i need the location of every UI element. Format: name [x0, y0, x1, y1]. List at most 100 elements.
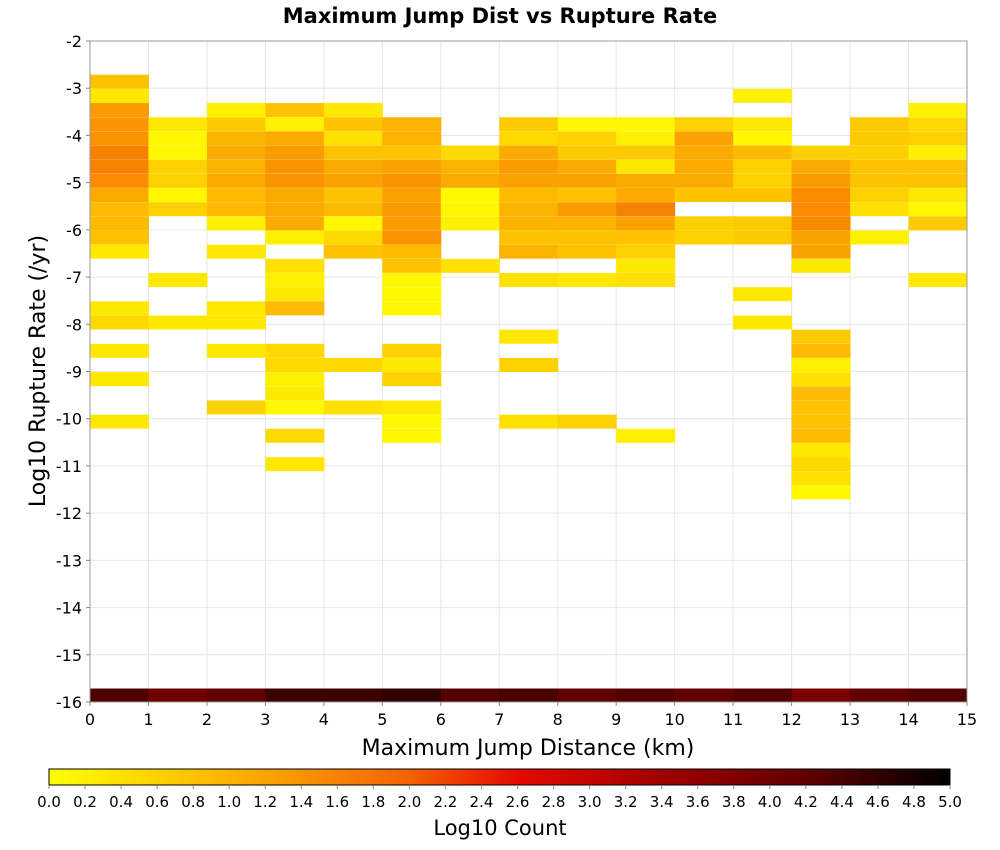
heatmap-cell — [674, 230, 734, 245]
y-tick-label: -7 — [66, 268, 82, 287]
heatmap-cell — [791, 428, 851, 443]
heatmap-cell — [265, 343, 325, 358]
heatmap-cell — [148, 173, 208, 188]
heatmap-cell — [557, 173, 617, 188]
heatmap-cell — [674, 117, 734, 132]
heatmap-cell — [616, 117, 676, 132]
heatmap-cell — [323, 230, 383, 245]
heatmap-cell — [557, 216, 617, 231]
heatmap-cell — [148, 202, 208, 217]
heatmap-cell — [90, 216, 149, 231]
heatmap-cell — [616, 173, 676, 188]
heatmap-cell — [557, 145, 617, 160]
heatmap-cell — [265, 400, 325, 415]
heatmap-cell — [791, 372, 851, 387]
heatmap-cell — [323, 145, 383, 160]
heatmap-cell — [908, 159, 968, 174]
heatmap-cell — [90, 88, 149, 103]
heatmap-cell — [323, 202, 383, 217]
heatmap-cell — [616, 688, 676, 703]
colorbar-tick-label: 4.2 — [794, 793, 818, 811]
heatmap-cell — [382, 358, 442, 372]
heatmap-cell — [733, 173, 793, 188]
heatmap-cell — [265, 386, 325, 401]
heatmap-cell — [499, 358, 559, 372]
heatmap-cell — [382, 244, 442, 259]
colorbar-tick-label: 3.8 — [722, 793, 746, 811]
heatmap-cell — [440, 688, 500, 703]
heatmap-cell — [499, 329, 559, 344]
colorbar-tick-label: 1.8 — [361, 793, 385, 811]
heatmap-cell — [499, 202, 559, 217]
heatmap-cell — [90, 244, 149, 259]
heatmap-cell — [382, 117, 442, 132]
colorbar-label: Log10 Count — [433, 816, 566, 840]
heatmap-cell — [382, 173, 442, 188]
heatmap-cell — [499, 414, 559, 429]
heatmap-cell — [674, 173, 734, 188]
heatmap-cell — [148, 131, 208, 146]
heatmap-cell — [382, 273, 442, 288]
x-tick-label: 12 — [781, 710, 801, 729]
heatmap-cell — [791, 244, 851, 259]
heatmap-cell — [791, 457, 851, 472]
colorbar-tick-label: 3.2 — [614, 793, 638, 811]
heatmap-cell — [791, 414, 851, 429]
heatmap-cell — [440, 258, 500, 273]
heatmap-cell — [791, 188, 851, 203]
heatmap-cell — [733, 287, 793, 302]
heatmap-cell — [90, 301, 149, 316]
y-tick-label: -6 — [66, 221, 82, 240]
heatmap-cell — [791, 343, 851, 358]
heatmap-cell — [265, 173, 325, 188]
y-tick-label: -9 — [66, 363, 82, 382]
heatmap-cell — [616, 145, 676, 160]
heatmap-cell — [206, 173, 266, 188]
y-tick-label: -11 — [56, 457, 82, 476]
heatmap-cell — [265, 131, 325, 146]
heatmap-cell — [616, 428, 676, 443]
colorbar-tick-label: 4.6 — [866, 793, 890, 811]
heatmap-cells — [90, 74, 968, 703]
y-tick-label: -12 — [56, 504, 82, 523]
heatmap-cell — [90, 414, 149, 429]
heatmap-cell — [382, 145, 442, 160]
heatmap-cell — [265, 159, 325, 174]
heatmap-cell — [382, 230, 442, 245]
heatmap-cell — [382, 202, 442, 217]
heatmap-cell — [206, 343, 266, 358]
heatmap-cell — [382, 372, 442, 387]
y-tick-label: -8 — [66, 315, 82, 334]
heatmap-cell — [323, 400, 383, 415]
heatmap-cell — [791, 400, 851, 415]
heatmap-cell — [733, 315, 793, 330]
heatmap-cell — [323, 117, 383, 132]
heatmap-cell — [791, 485, 851, 500]
colorbar-tick-label: 2.4 — [470, 793, 494, 811]
heatmap-cell — [791, 159, 851, 174]
heatmap-cell — [265, 103, 325, 118]
heatmap-cell — [791, 258, 851, 273]
y-tick-label: -5 — [66, 174, 82, 193]
heatmap-cell — [557, 117, 617, 132]
heatmap-cell — [90, 230, 149, 245]
colorbar-tick-label: 5.0 — [938, 793, 962, 811]
colorbar-tick-label: 0.0 — [37, 793, 61, 811]
heatmap-cell — [265, 230, 325, 245]
heatmap-cell — [791, 688, 851, 703]
heatmap-cell — [90, 343, 149, 358]
heatmap-cell — [557, 188, 617, 203]
heatmap-cell — [206, 244, 266, 259]
heatmap-cell — [90, 159, 149, 174]
heatmap-cell — [265, 216, 325, 231]
heatmap-cell — [733, 145, 793, 160]
x-tick-label: 9 — [611, 710, 621, 729]
x-tick-label: 6 — [436, 710, 446, 729]
heatmap-cell — [908, 173, 968, 188]
heatmap-cell — [733, 188, 793, 203]
heatmap-cell — [674, 159, 734, 174]
heatmap-cell — [323, 173, 383, 188]
heatmap-cell — [674, 188, 734, 203]
heatmap-cell — [148, 159, 208, 174]
